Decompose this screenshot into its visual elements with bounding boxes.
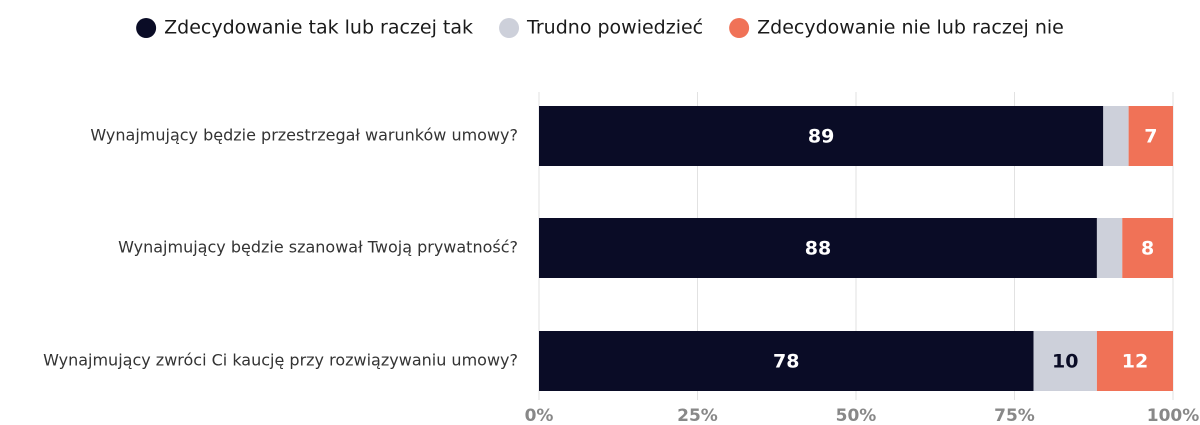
bar-segment	[1096, 218, 1123, 278]
legend-label: Zdecydowanie tak lub raczej tak	[164, 17, 473, 39]
data-label: 89	[808, 126, 834, 148]
category-label: Wynajmujący zwróci Ci kaucję przy rozwią…	[43, 351, 518, 370]
bar-segment	[539, 106, 1104, 166]
data-label: 7	[1144, 126, 1157, 148]
x-tick-label: 50%	[836, 406, 877, 425]
data-label: 88	[805, 238, 831, 260]
category-label: Wynajmujący będzie przestrzegał warunków…	[90, 126, 518, 145]
x-tick-label: 0%	[525, 406, 554, 425]
x-tick-label: 75%	[994, 406, 1035, 425]
category-label: Wynajmujący będzie szanował Twoją prywat…	[118, 238, 518, 257]
bar-segment	[1122, 218, 1173, 278]
legend: Zdecydowanie tak lub raczej tak Trudno po…	[136, 17, 1064, 39]
bar-segment	[1103, 106, 1129, 166]
legend-label: Zdecydowanie nie lub raczej nie	[757, 17, 1064, 39]
x-tick-label: 25%	[677, 406, 718, 425]
data-label: 8	[1141, 238, 1154, 260]
bar-segment	[1128, 106, 1173, 166]
bar-segment	[539, 218, 1097, 278]
legend-swatch	[499, 18, 520, 38]
data-label: 78	[773, 351, 799, 373]
x-tick-label: 100%	[1147, 406, 1200, 425]
bar-segment	[539, 331, 1034, 391]
data-label: 12	[1122, 351, 1148, 373]
bar-segment	[1096, 331, 1173, 391]
legend-swatch	[729, 18, 750, 38]
legend-label: Trudno powiedzieć	[526, 17, 703, 39]
bar-segment	[1033, 331, 1097, 391]
legend-swatch	[136, 18, 157, 38]
data-label: 10	[1052, 351, 1078, 373]
